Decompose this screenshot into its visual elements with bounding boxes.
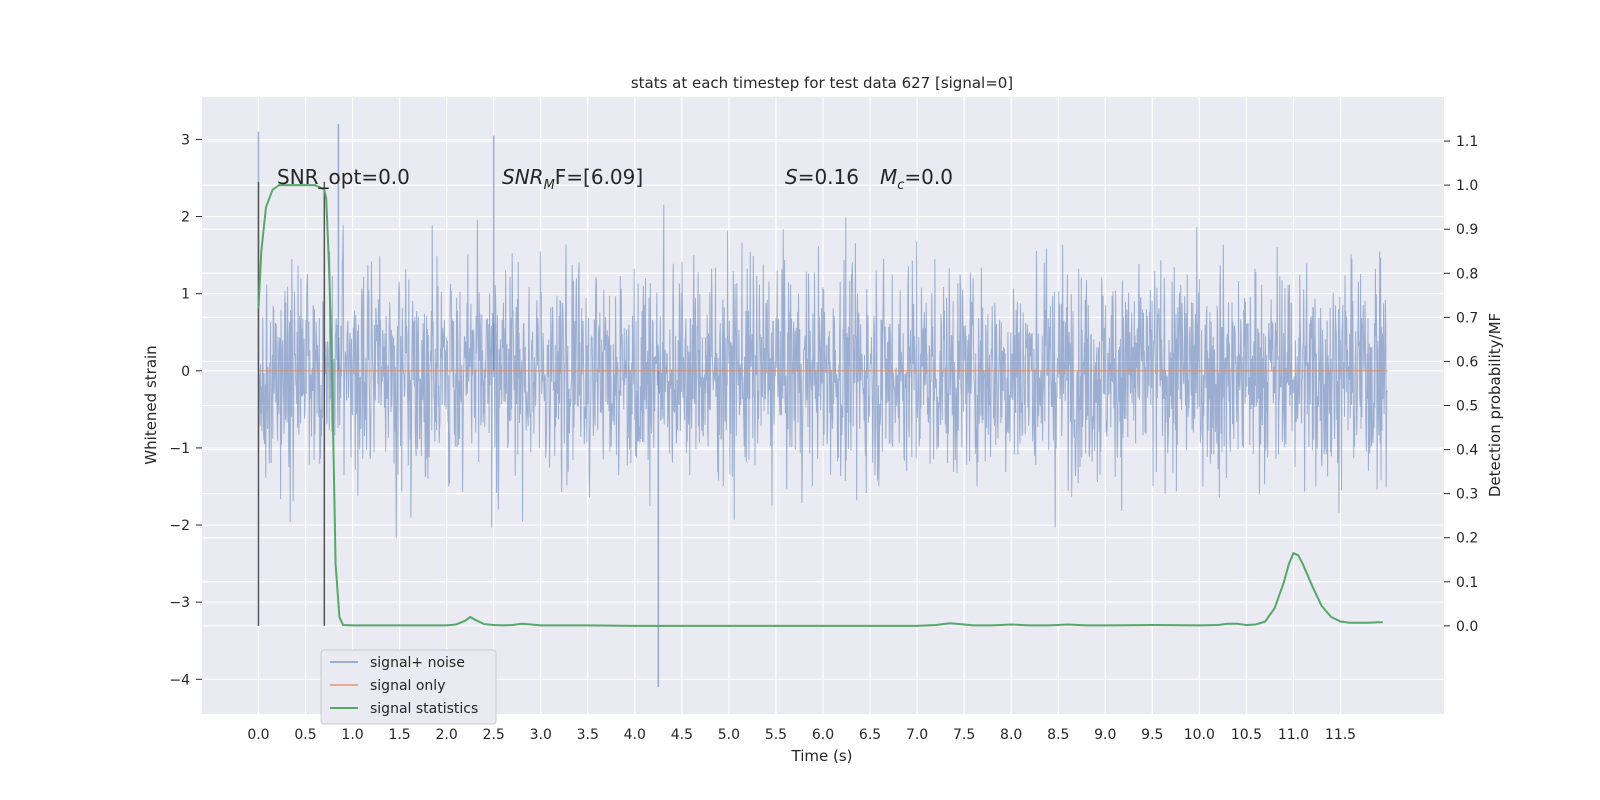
left-tick-label: 2: [181, 210, 190, 226]
x-tick-label: 9.5: [1141, 727, 1163, 743]
left-tick-label: −2: [169, 518, 190, 534]
x-tick-label: 8.5: [1047, 727, 1069, 743]
right-tick-label: 0.3: [1456, 487, 1478, 503]
right-tick-label: 0.7: [1456, 310, 1478, 326]
right-tick-label: 1.0: [1456, 178, 1478, 194]
right-axis-ticks: 1.1 1.0 0.9 0.8 0.7 0.6 0.5 0.4 0.3 0.2 0.1 0.0: [1444, 134, 1478, 635]
left-tick-label: −1: [169, 441, 190, 457]
left-tick-label: 1: [181, 287, 190, 303]
x-axis-ticks: 0.0 0.5 1.0 1.5 2.0 2.5 3.0 3.5 4.0 4.5 5.0 5.5 6.0 6…: [247, 727, 1356, 743]
legend-label-signal: signal only: [370, 678, 445, 694]
mc-value: =0.0: [904, 165, 953, 189]
left-tick-label: 3: [181, 132, 190, 148]
x-tick-label: 0.0: [247, 727, 269, 743]
right-axis-label: Detection probability/MF: [1486, 313, 1504, 497]
x-tick-label: 7.5: [953, 727, 975, 743]
annotation-snr-opt: SNR_opt=0.0: [277, 165, 410, 189]
annotation-snr-mf: SNRMF=[6.09]: [502, 165, 643, 193]
legend: signal+ noise signal only signal statist…: [320, 649, 497, 725]
left-axis-label: Whitened strain: [142, 345, 160, 464]
x-tick-label: 11.0: [1278, 727, 1309, 743]
x-tick-label: 4.5: [671, 727, 693, 743]
legend-label-stats: signal statistics: [370, 701, 478, 717]
s-label: S: [785, 165, 798, 189]
x-tick-label: 2.5: [483, 727, 505, 743]
left-tick-label: −3: [169, 595, 190, 611]
annotation-s: S=0.16: [785, 165, 859, 189]
x-tick-label: 6.5: [859, 727, 881, 743]
left-tick-label: 0: [181, 364, 190, 380]
x-tick-label: 10.5: [1231, 727, 1262, 743]
x-tick-label: 2.0: [436, 727, 458, 743]
right-tick-label: 0.6: [1456, 354, 1478, 370]
mc-label: M: [880, 165, 897, 189]
x-tick-label: 8.0: [1000, 727, 1022, 743]
annotation-mc: Mc=0.0: [880, 165, 953, 193]
x-tick-label: 9.0: [1094, 727, 1116, 743]
x-tick-label: 7.0: [906, 727, 928, 743]
x-tick-label: 3.0: [530, 727, 552, 743]
right-tick-label: 1.1: [1456, 134, 1478, 150]
right-tick-label: 0.8: [1456, 266, 1478, 282]
legend-box: [320, 649, 497, 725]
x-tick-label: 6.0: [812, 727, 834, 743]
right-tick-label: 0.9: [1456, 222, 1478, 238]
mc-subscript: c: [897, 178, 904, 193]
right-tick-label: 0.5: [1456, 399, 1478, 415]
right-tick-label: 0.4: [1456, 443, 1478, 459]
legend-label-noise: signal+ noise: [370, 655, 465, 671]
x-tick-label: 4.0: [624, 727, 646, 743]
snr-mf-label: SNR: [502, 165, 544, 189]
x-tick-label: 5.5: [765, 727, 787, 743]
x-tick-label: 5.0: [718, 727, 740, 743]
snr-mf-subscript: M: [544, 178, 555, 193]
right-tick-label: 0.1: [1456, 575, 1478, 591]
x-tick-label: 1.0: [341, 727, 363, 743]
x-tick-label: 11.5: [1325, 727, 1356, 743]
signal-statistics-series: [257, 184, 1383, 627]
left-tick-label: −4: [169, 672, 190, 688]
left-axis-ticks: 3 2 1 0 −1 −2 −3 −4: [169, 132, 202, 688]
x-tick-label: 0.5: [294, 727, 316, 743]
noise-trace: [258, 204, 1388, 539]
s-value: =0.16: [798, 165, 859, 189]
grid: [202, 97, 1444, 714]
right-tick-label: 0.2: [1456, 531, 1478, 547]
chart-title: stats at each timestep for test data 627…: [631, 74, 1013, 92]
x-tick-label: 1.5: [388, 727, 410, 743]
marker-lines: [257, 181, 326, 626]
x-tick-label: 10.0: [1184, 727, 1215, 743]
x-axis-label: Time (s): [791, 747, 853, 765]
signal-statistics-line: [257, 184, 1383, 627]
x-tick-label: 3.5: [577, 727, 599, 743]
right-tick-label: 0.0: [1456, 619, 1478, 635]
snr-mf-value: F=[6.09]: [555, 165, 643, 189]
